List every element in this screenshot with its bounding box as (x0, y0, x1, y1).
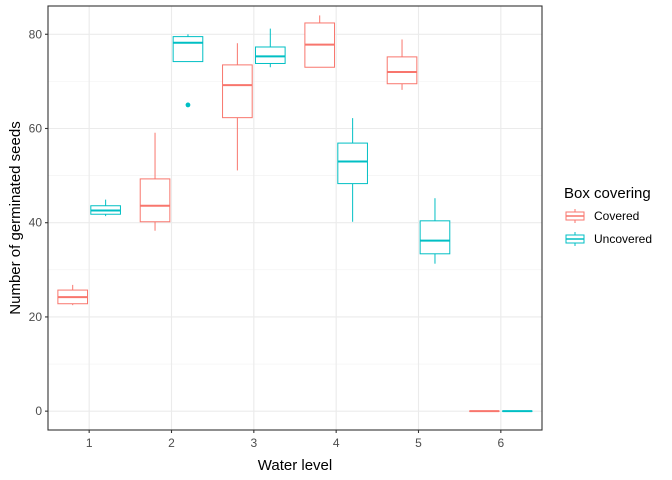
box-body (172, 36, 204, 63)
box-layer (57, 15, 533, 413)
box-uncovered-3 (254, 28, 286, 68)
axis-layer: 0 20 40 60 80 1 2 3 4 5 6 (29, 27, 505, 450)
y-tick-label: 60 (29, 121, 43, 135)
y-tick-label: 0 (35, 404, 42, 418)
x-tick-label: 1 (86, 436, 93, 450)
x-axis-title: Water level (258, 457, 332, 474)
box-covered-3 (222, 43, 253, 171)
x-tick-label: 5 (415, 436, 422, 450)
panel-border (47, 5, 543, 431)
box-body (386, 56, 418, 85)
x-tick-label: 6 (497, 436, 504, 450)
y-axis-title: Number of germinated seeds (7, 121, 24, 314)
box-uncovered-2 (172, 34, 204, 108)
x-tick-label: 3 (250, 436, 257, 450)
box-body (337, 142, 368, 185)
legend-label: Uncovered (594, 232, 652, 246)
y-tick-label: 40 (29, 216, 43, 230)
box-covered-1 (57, 284, 89, 306)
box-body (419, 220, 451, 255)
y-tick-label: 20 (29, 310, 43, 324)
legend-title: Box covering (564, 185, 651, 202)
legend: Box covering Covered Uncovered (564, 185, 652, 246)
box-covered-5 (386, 39, 418, 90)
box-uncovered-1 (90, 199, 121, 217)
y-tick-label: 80 (29, 27, 43, 41)
legend-item-uncovered: Uncovered (565, 232, 652, 246)
box-covered-4 (304, 15, 336, 68)
x-tick-label: 2 (168, 436, 175, 450)
box-uncovered-4 (337, 118, 368, 222)
box-covered-2 (139, 132, 171, 231)
legend-label: Covered (594, 209, 639, 223)
outlier-point (185, 102, 191, 108)
box-uncovered-5 (419, 198, 451, 264)
box-body (222, 64, 253, 119)
x-tick-label: 4 (333, 436, 340, 450)
box-body (254, 46, 286, 64)
legend-item-covered: Covered (565, 209, 639, 223)
grid-lines (48, 6, 542, 430)
box-body (139, 178, 171, 223)
